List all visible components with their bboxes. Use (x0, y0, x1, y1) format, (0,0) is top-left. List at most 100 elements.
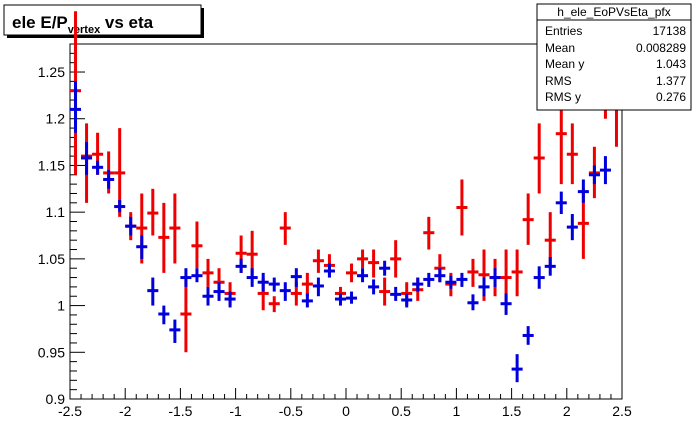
stats-value-mean-y: 1.043 (656, 57, 686, 71)
data-point (158, 202, 170, 273)
data-point (169, 193, 181, 264)
stats-value-mean: 0.008289 (636, 41, 686, 55)
data-point (467, 258, 479, 287)
data-point (346, 291, 358, 304)
data-point (301, 272, 313, 297)
x-tick-label: -0.5 (279, 403, 303, 419)
data-point (533, 266, 545, 289)
stats-value-rms-y: 0.276 (656, 90, 686, 104)
y-tick-label: 1 (57, 298, 65, 314)
data-point (379, 260, 391, 276)
series-layer (70, 11, 622, 383)
data-point (191, 221, 203, 269)
stats-value-rms: 1.377 (656, 74, 686, 88)
x-tick-label: -2.5 (58, 403, 82, 419)
title-subscript: vertex (68, 24, 101, 36)
data-point (511, 249, 523, 297)
data-point (235, 258, 247, 273)
x-tick-label: 1 (453, 403, 461, 419)
data-point (500, 293, 512, 315)
x-tick-label: 2.5 (612, 403, 632, 419)
data-point (357, 268, 369, 283)
data-point (246, 268, 258, 287)
stats-title: h_ele_EoPVsEta_pfx (557, 5, 670, 19)
data-point (92, 160, 104, 175)
data-point (401, 293, 413, 308)
data-point (423, 272, 435, 287)
data-point (489, 268, 501, 287)
data-point (312, 277, 324, 297)
data-point (224, 291, 236, 308)
data-point (268, 277, 280, 292)
data-point (522, 326, 534, 345)
y-tick-label: 1.1 (46, 204, 66, 220)
data-point (136, 235, 148, 259)
data-point (180, 268, 192, 287)
data-point (533, 123, 545, 194)
data-point (334, 293, 346, 306)
data-point (81, 142, 93, 175)
data-point (103, 170, 115, 189)
stats-label-entries: Entries (545, 24, 582, 38)
data-point (202, 258, 214, 287)
data-point (180, 277, 192, 353)
x-tick-labels: -2.5 -2 -1.5 -1 -0.5 0 0.5 1 1.5 2 2.5 (58, 403, 632, 419)
data-point (599, 156, 611, 185)
stats-label-rms: RMS (545, 74, 572, 88)
data-point (555, 191, 567, 215)
data-point (456, 179, 468, 236)
x-tick-label: -2 (119, 403, 132, 419)
data-point (467, 294, 479, 311)
data-point (522, 193, 534, 245)
axis-ticks (69, 43, 623, 400)
x-tick-label: -1.5 (168, 403, 192, 419)
title-rest: vs eta (100, 13, 153, 32)
data-point (268, 296, 280, 313)
data-point (379, 277, 391, 306)
x-tick-label: 2 (563, 403, 571, 419)
stats-label-rms-y: RMS y (545, 90, 581, 104)
data-point (390, 240, 402, 278)
data-point (434, 268, 446, 283)
y-tick-label: 0.9 (46, 391, 66, 407)
data-point (147, 277, 159, 306)
data-point (357, 249, 369, 269)
y-tick-label: 1.05 (38, 251, 65, 267)
data-point (478, 277, 490, 297)
data-point (566, 123, 578, 185)
x-tick-label: 0.5 (391, 403, 411, 419)
series-1 (70, 81, 611, 383)
data-point (390, 286, 402, 301)
data-point (323, 263, 335, 278)
data-point (456, 272, 468, 287)
data-point (544, 257, 556, 276)
data-point (566, 214, 578, 241)
data-point (158, 305, 170, 325)
stats-box: h_ele_EoPVsEta_pfx Entries 17138 Mean 0.… (536, 3, 692, 111)
x-tick-label: -1 (229, 403, 242, 419)
data-point (191, 268, 203, 283)
data-point (511, 354, 523, 383)
x-tick-label: 0 (342, 403, 350, 419)
data-point (588, 165, 600, 185)
data-point (577, 179, 589, 203)
data-point (368, 249, 380, 278)
stats-label-mean-y: Mean y (545, 57, 584, 71)
data-point (312, 249, 324, 273)
title-box: ele E/Pvertex vs eta (3, 4, 204, 38)
data-point (169, 319, 181, 343)
data-point (279, 282, 291, 301)
data-point (202, 286, 214, 306)
data-point (290, 268, 302, 287)
data-point (445, 275, 457, 289)
y-tick-label: 0.95 (38, 344, 65, 360)
data-point (346, 263, 358, 283)
y-tick-label: 1.15 (38, 157, 65, 173)
y-tick-label: 1.25 (38, 64, 65, 80)
data-point (147, 188, 159, 236)
stats-label-mean: Mean (545, 41, 575, 55)
x-tick-label: 1.5 (502, 403, 522, 419)
data-point (257, 272, 269, 292)
data-point (70, 81, 82, 133)
